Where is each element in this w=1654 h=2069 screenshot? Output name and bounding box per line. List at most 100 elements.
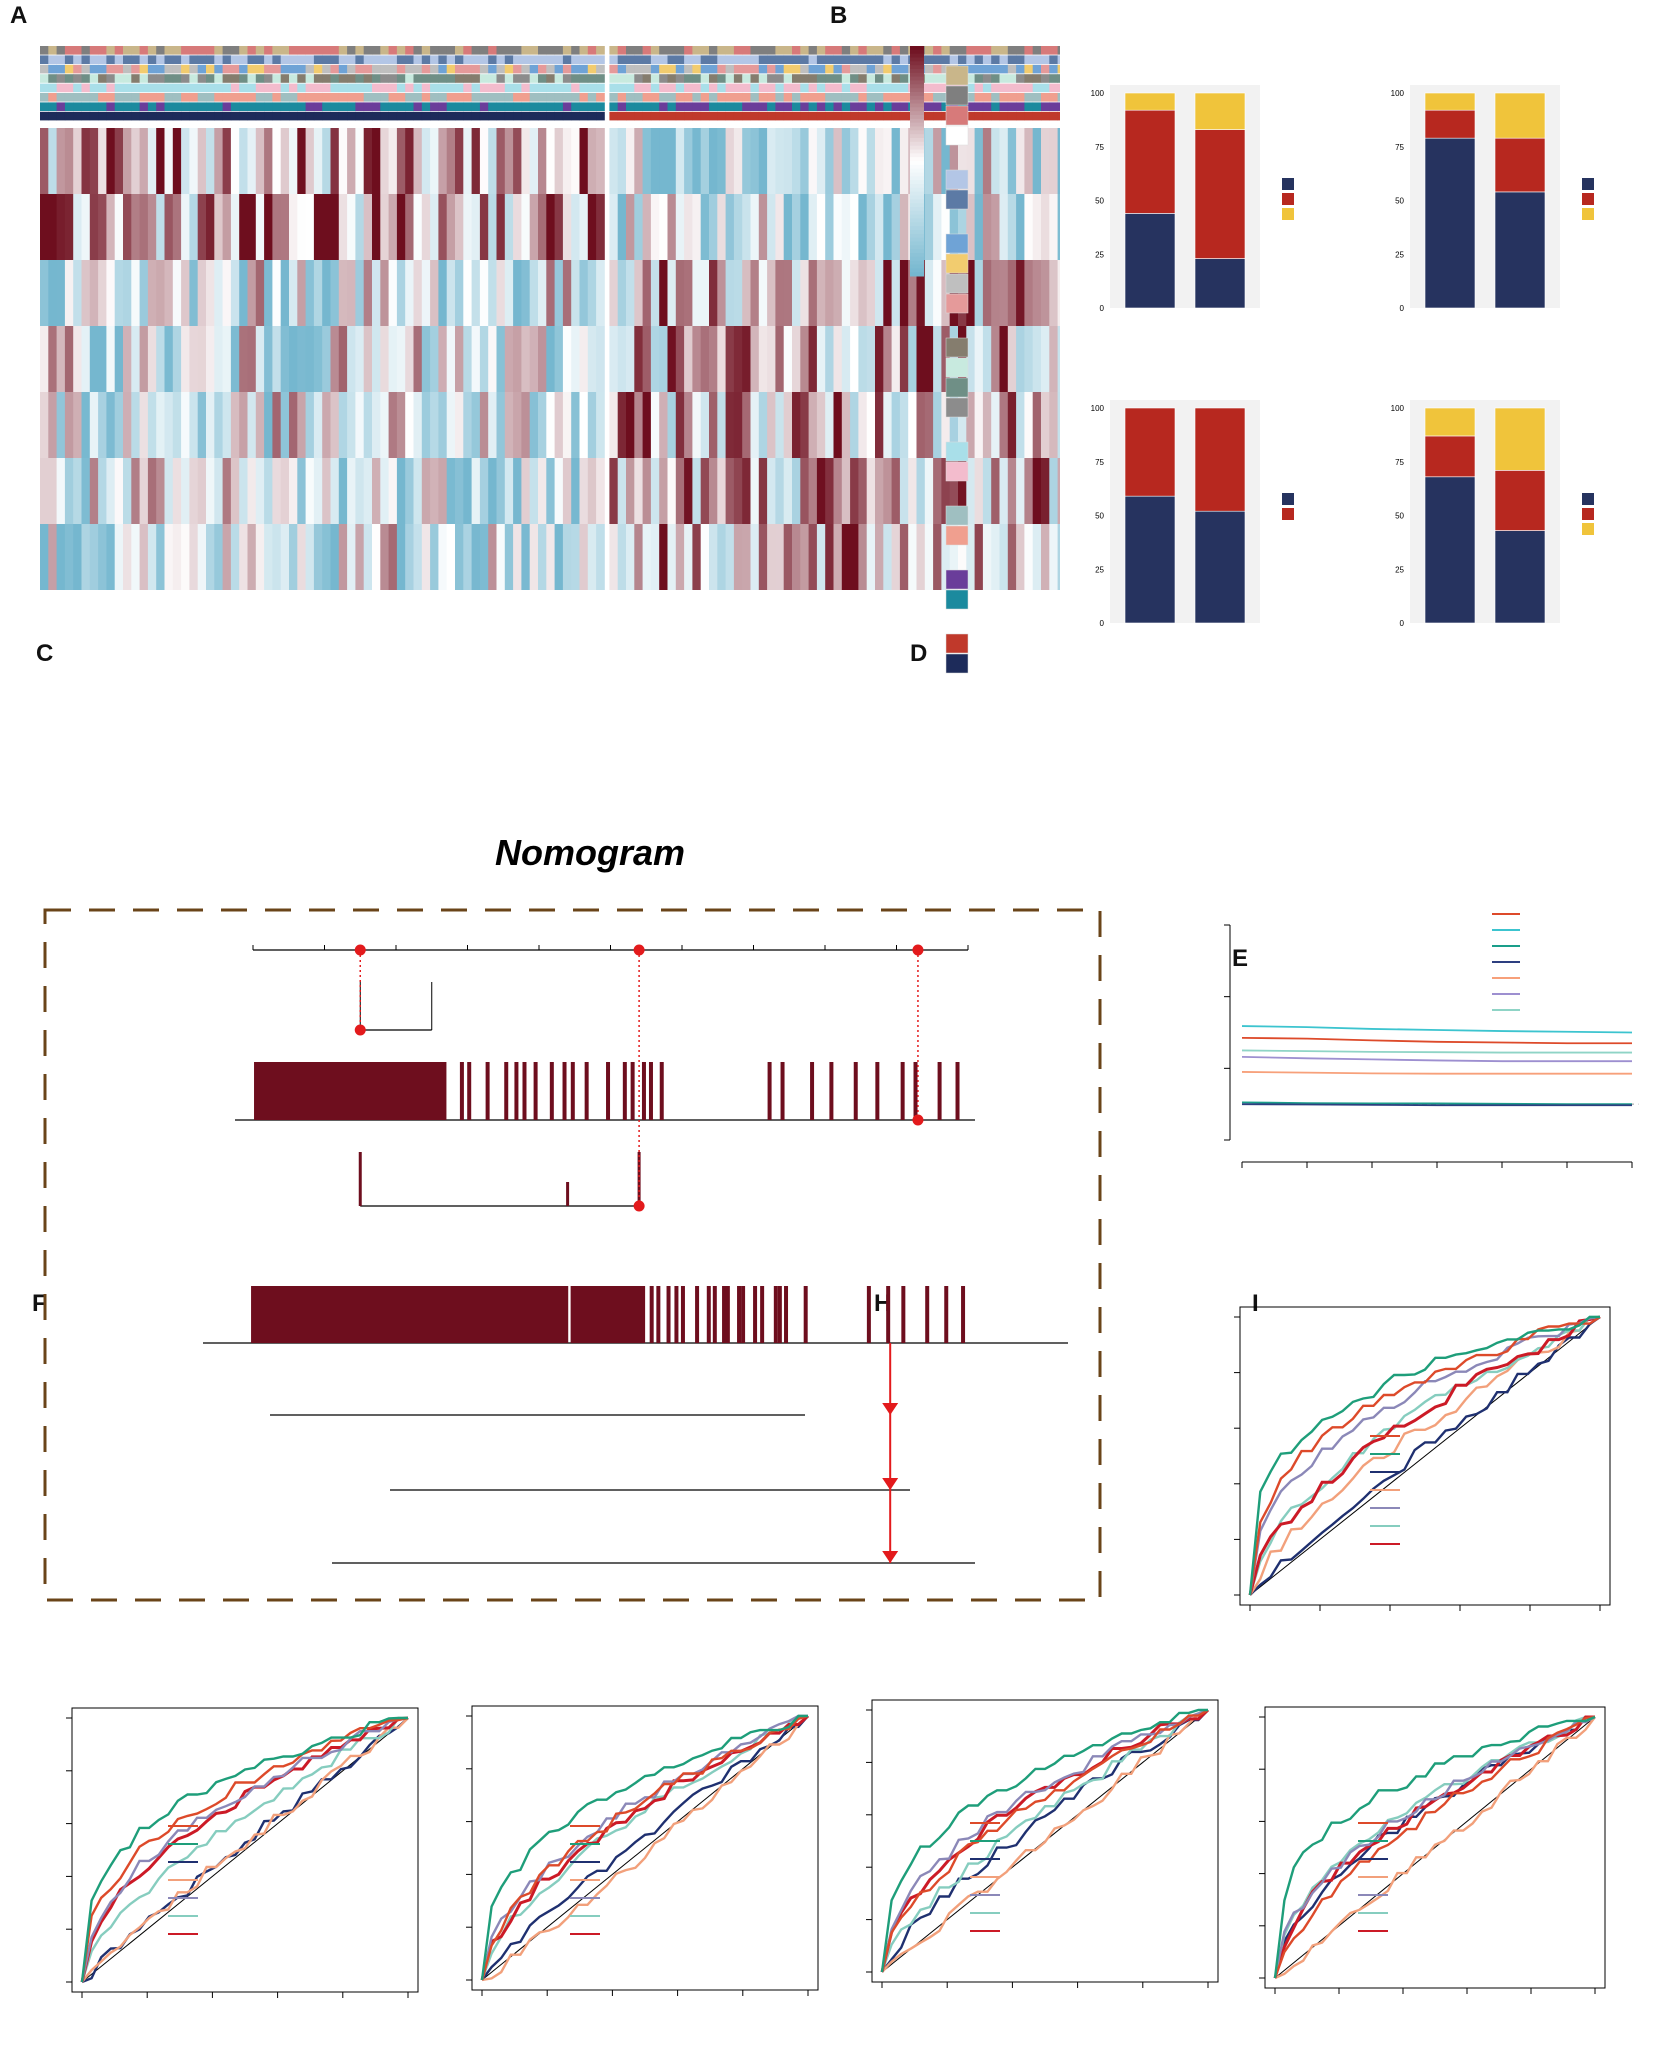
total-tick-mark <box>925 1286 930 1343</box>
annotation-cell <box>322 55 331 64</box>
heatmap-cell <box>89 524 99 590</box>
heatmap-cell <box>189 392 199 458</box>
heatmap-cell <box>214 458 223 524</box>
heatmap-cell <box>347 194 356 260</box>
heatmap-cell <box>181 128 190 194</box>
annotation-cell <box>742 111 751 121</box>
scale-step <box>910 107 924 112</box>
total-tick-mark <box>674 1286 679 1343</box>
heatmap-cell <box>717 260 726 326</box>
annotation-cell <box>596 74 605 83</box>
heatmap-cell <box>446 392 456 458</box>
annotation-cell <box>372 102 381 111</box>
annotation-cell <box>684 64 693 74</box>
annotation-cell <box>189 46 199 55</box>
heatmap-cell <box>114 326 124 392</box>
heatmap-cell <box>883 392 892 458</box>
annotation-cell <box>866 55 876 64</box>
annotation-cell <box>123 55 132 64</box>
annotation-cell <box>974 46 984 55</box>
annotation-cell <box>529 46 539 55</box>
heatmap-cell <box>1041 326 1050 392</box>
heatmap-cell <box>297 260 306 326</box>
heatmap-cell <box>783 326 793 392</box>
heatmap-cell <box>758 128 768 194</box>
y-tick: 75 <box>1095 143 1104 152</box>
annotation-cell <box>966 74 975 83</box>
y-tick: 50 <box>1395 512 1404 521</box>
annotation-cell <box>40 55 49 64</box>
heatmap-cell <box>455 392 464 458</box>
heatmap-cell <box>347 128 356 194</box>
heatmap-cell <box>538 326 547 392</box>
annotation-cell <box>750 55 760 64</box>
annotation-cell <box>725 111 735 121</box>
annotation-cell <box>617 74 627 83</box>
heatmap-cell <box>750 260 760 326</box>
annotation-cell <box>858 111 868 121</box>
heatmap-cell <box>816 392 826 458</box>
heatmap-cell <box>297 524 306 590</box>
annotation-cell <box>684 102 693 111</box>
heatmap-cell <box>546 392 555 458</box>
heatmap-cell <box>230 458 240 524</box>
annotation-cell <box>833 102 843 111</box>
heatmap-cell <box>463 458 472 524</box>
annotation-cell <box>1024 55 1034 64</box>
annotation-cell <box>230 111 240 121</box>
annotation-cell <box>430 111 439 121</box>
annotation-cell <box>891 55 901 64</box>
annotation-cell <box>222 102 232 111</box>
annotation-cell <box>106 74 116 83</box>
annotation-cell <box>313 46 323 55</box>
annotation-cell <box>289 102 298 111</box>
total-tick-mark <box>725 1286 730 1343</box>
heatmap-cell <box>206 326 215 392</box>
annotation-cell <box>106 64 116 74</box>
heatmap-cell <box>264 194 273 260</box>
scale-step <box>910 141 924 147</box>
heatmap-cell <box>758 458 768 524</box>
scale-step <box>910 203 924 208</box>
annotation-cell <box>388 55 398 64</box>
annotation-cell <box>48 55 57 64</box>
annotation-cell <box>850 93 859 102</box>
scale-step <box>910 260 924 265</box>
heatmap-cell <box>675 194 685 260</box>
annotation-cell <box>692 111 702 121</box>
heatmap-cell <box>504 326 514 392</box>
annotation-cell <box>650 64 660 74</box>
annotation-cell <box>717 64 726 74</box>
annotation-cell <box>421 74 431 83</box>
heatmap-cell <box>792 128 801 194</box>
annotation-cell <box>579 93 589 102</box>
annotation-cell <box>181 64 190 74</box>
heatmap-cell <box>297 392 306 458</box>
heatmap-cell <box>675 260 685 326</box>
annotation-cell <box>255 93 265 102</box>
stacked-bar-segment <box>1124 495 1176 624</box>
annotation-cell <box>189 64 199 74</box>
heatmap-cell <box>272 392 282 458</box>
annotation-track <box>40 46 1060 55</box>
heatmap-cell <box>421 458 431 524</box>
heatmap-cell <box>709 458 718 524</box>
annotation-cell <box>617 111 627 121</box>
heatmap-cell <box>958 458 967 524</box>
annotation-cell <box>850 55 859 64</box>
heatmap-cell <box>908 458 917 524</box>
annotation-cell <box>380 93 389 102</box>
annotation-cell <box>264 55 273 64</box>
heatmap-cell <box>496 128 506 194</box>
annotation-cell <box>1041 55 1050 64</box>
heatmap-cell <box>675 128 685 194</box>
annotation-cell <box>264 102 273 111</box>
heatmap-cell <box>1007 326 1017 392</box>
heatmap-cell <box>1032 194 1042 260</box>
heatmap-cell <box>529 392 539 458</box>
heatmap-cell <box>413 392 423 458</box>
heatmap-cell <box>841 326 851 392</box>
scale-step <box>910 72 924 78</box>
annotation-cell <box>634 93 643 102</box>
annotation-track <box>40 102 1060 111</box>
